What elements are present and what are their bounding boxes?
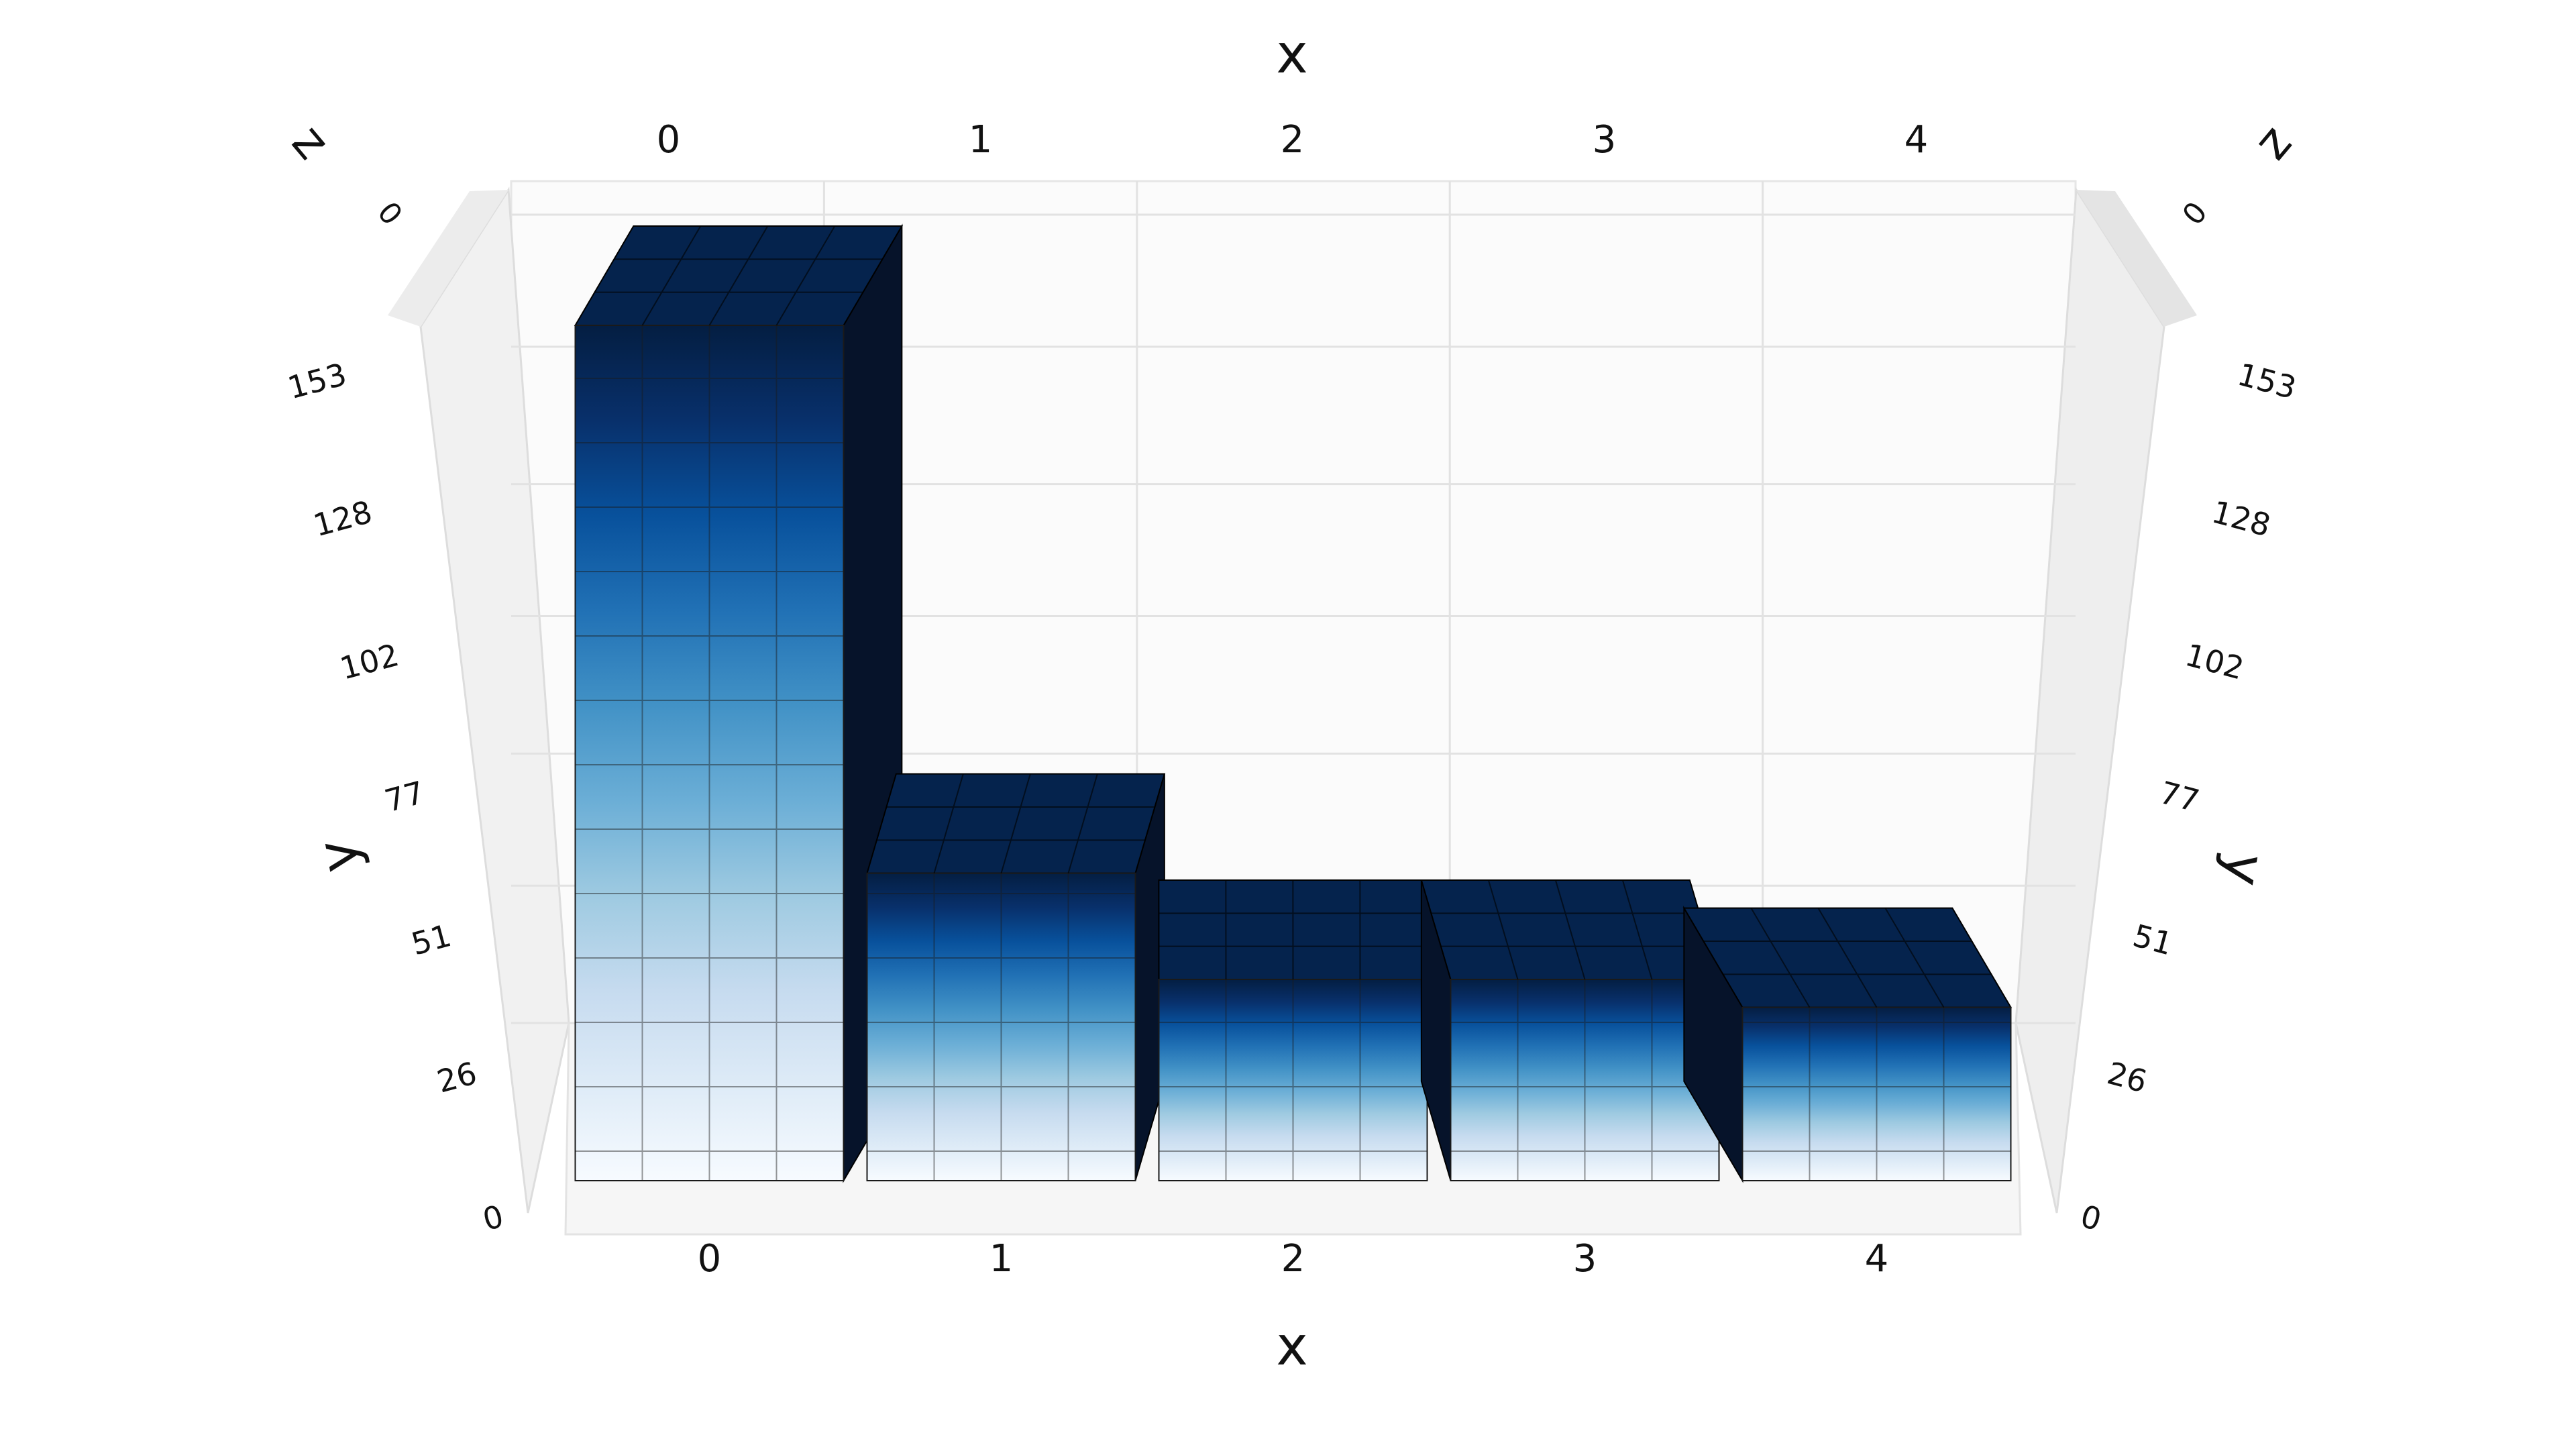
x-tick-label-top: 2: [1281, 118, 1305, 162]
cell-lines: [575, 325, 844, 1181]
y-title-right: y: [2211, 849, 2278, 891]
y-tick-label: 128: [2208, 494, 2275, 544]
x-tick-label-top: 3: [1593, 118, 1617, 162]
z-title-right: z: [2249, 119, 2308, 174]
top-cell-lines: [1159, 879, 1428, 980]
y-title-left: y: [305, 835, 372, 877]
bar: [1158, 979, 1428, 1181]
y-tick-label: 77: [2156, 774, 2204, 819]
bar: [1741, 1006, 2012, 1181]
z-title-left: z: [276, 119, 335, 174]
x-tick-label-bottom: 3: [1573, 1237, 1597, 1281]
x-title-top: x: [1276, 23, 1307, 85]
x-tick-label-bottom: 2: [1281, 1237, 1305, 1281]
y-tick-label: 153: [2234, 356, 2300, 407]
bar: [574, 325, 845, 1181]
x-tick-label-bottom: 0: [698, 1237, 722, 1281]
bar: [866, 872, 1136, 1181]
cell-lines: [1742, 1007, 2011, 1181]
cell-lines: [1450, 979, 1719, 1181]
x-tick-label-top: 4: [1904, 118, 1929, 162]
y-tick-label: 51: [408, 917, 455, 962]
right-wedge: [2076, 190, 2197, 327]
x-title-bottom: x: [1276, 1315, 1307, 1377]
y-tick-label: 0: [479, 1198, 507, 1238]
y-tick-label: 26: [2104, 1055, 2151, 1099]
y-tick-label: 153: [284, 356, 350, 407]
x-tick-label-bottom: 1: [989, 1237, 1014, 1281]
x-tick-label-top: 0: [657, 118, 681, 162]
cell-lines: [867, 873, 1136, 1181]
cell-lines: [1159, 979, 1428, 1181]
z-tick-label: 0: [372, 194, 411, 230]
z-tick-label: 0: [2174, 194, 2212, 230]
left-wedge: [388, 190, 508, 327]
y-tick-label: 102: [336, 637, 402, 687]
x-tick-label-bottom: 4: [1865, 1237, 1889, 1281]
top-cell-lines: [1703, 908, 1992, 1008]
y-tick-label: 128: [310, 494, 376, 544]
y-tick-label: 26: [433, 1055, 481, 1099]
top-cell-lines: [1431, 879, 1709, 980]
y-tick-label: 0: [2077, 1198, 2105, 1238]
y-tick-label: 51: [2129, 917, 2177, 962]
top-cell-lines: [876, 773, 1155, 873]
y-tick-label: 77: [381, 774, 429, 819]
top-cell-lines: [594, 225, 883, 326]
y-tick-label: 102: [2182, 637, 2248, 687]
bars: [574, 223, 2012, 1183]
x-tick-label-top: 1: [969, 118, 993, 162]
